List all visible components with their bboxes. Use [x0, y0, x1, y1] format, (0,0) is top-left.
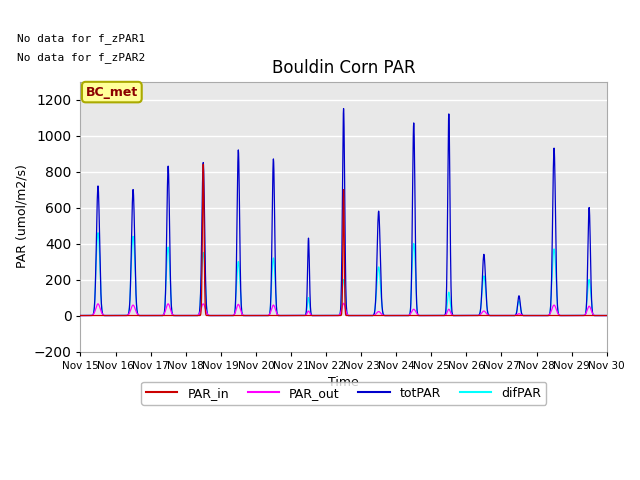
- Title: Bouldin Corn PAR: Bouldin Corn PAR: [272, 59, 415, 77]
- Bar: [81, 82, 607, 315]
- Y-axis label: PAR (umol/m2/s): PAR (umol/m2/s): [15, 165, 28, 268]
- Text: No data for f_zPAR2: No data for f_zPAR2: [17, 52, 145, 63]
- Text: No data for f_zPAR1: No data for f_zPAR1: [17, 33, 145, 44]
- X-axis label: Time: Time: [328, 376, 359, 389]
- Legend: PAR_in, PAR_out, totPAR, difPAR: PAR_in, PAR_out, totPAR, difPAR: [141, 382, 546, 405]
- Text: BC_met: BC_met: [86, 85, 138, 98]
